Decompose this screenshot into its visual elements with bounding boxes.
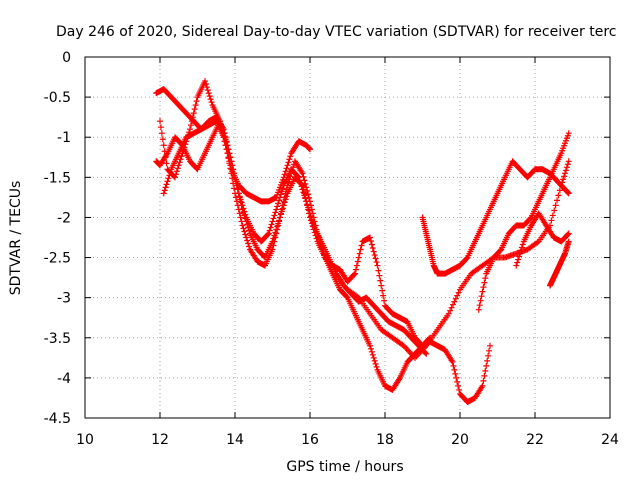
series-4 <box>160 114 430 357</box>
x-tick-label: 18 <box>376 432 394 448</box>
data-point-markers <box>419 158 572 277</box>
data-point-markers <box>513 210 572 269</box>
y-tick-label: -0.5 <box>44 90 71 106</box>
y-axis-label: SDTVAR / TECUs <box>8 181 24 296</box>
y-tick-label: -3 <box>57 291 71 307</box>
x-tick-label: 14 <box>226 432 244 448</box>
series-7 <box>475 130 572 313</box>
y-tick-label: -2.5 <box>44 251 71 267</box>
series-9 <box>547 238 572 289</box>
plot-frame <box>84 56 611 419</box>
y-tick-label: -1.5 <box>44 170 71 186</box>
x-tick-label: 20 <box>451 432 469 448</box>
data-point-markers <box>547 238 572 289</box>
y-tick-label: -4.5 <box>44 411 71 427</box>
data-point-markers <box>475 130 572 313</box>
x-axis-label: GPS time / hours <box>286 459 403 475</box>
x-tick-label: 22 <box>526 432 544 448</box>
series-8 <box>513 210 572 269</box>
y-axis: 0 -0.5 -1 -1.5 -2 -2.5 -3 -3.5 -4 -4.5 <box>44 50 610 427</box>
x-tick-label: 10 <box>76 432 94 448</box>
data-point-markers <box>344 158 572 361</box>
x-tick-label: 16 <box>301 432 319 448</box>
x-axis: 10 12 14 16 18 20 22 24 <box>76 57 619 448</box>
series-5 <box>344 158 572 361</box>
grid-lines <box>85 57 610 418</box>
y-tick-label: -2 <box>57 210 71 226</box>
series-6 <box>419 158 572 277</box>
x-tick-label: 12 <box>151 432 169 448</box>
data-point-markers <box>160 114 430 357</box>
y-tick-label: 0 <box>62 50 71 66</box>
x-tick-label: 24 <box>601 432 619 448</box>
y-tick-label: -4 <box>57 371 71 387</box>
data-points <box>153 78 572 405</box>
y-tick-label: -3.5 <box>44 331 71 347</box>
chart-title: Day 246 of 2020, Sidereal Day-to-day VTE… <box>56 24 616 40</box>
y-tick-label: -1 <box>57 130 71 146</box>
